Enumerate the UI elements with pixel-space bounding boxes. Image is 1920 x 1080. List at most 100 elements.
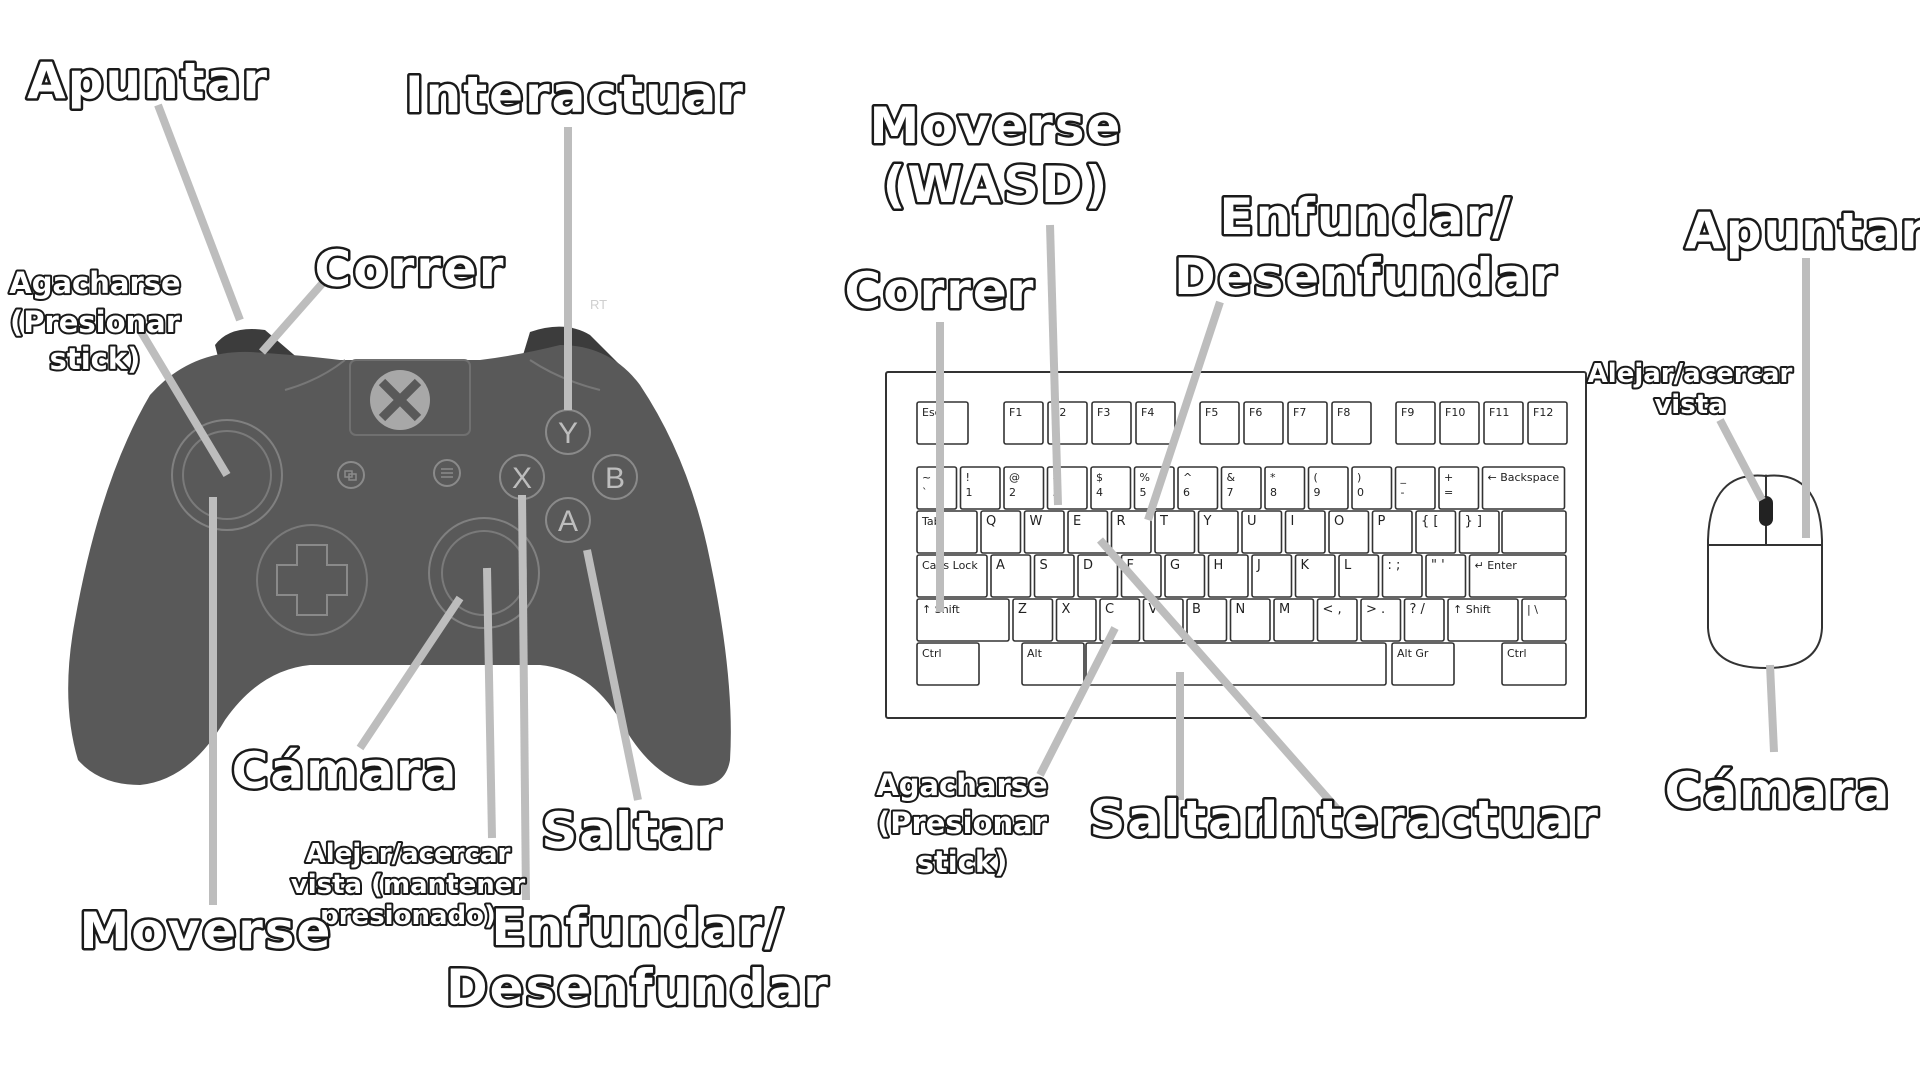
key-label: 1 <box>966 486 973 499</box>
mouse-labels: Apuntar Alejar/acercar vista Cámara <box>1586 200 1920 823</box>
key-label: Tab <box>921 515 941 528</box>
label-aim: Apuntar <box>27 52 269 110</box>
key-label: ` <box>922 486 928 499</box>
label-mouse-aim: Apuntar <box>1685 202 1920 260</box>
key: F12 <box>1527 401 1568 445</box>
key: (9 <box>1307 466 1349 510</box>
leader-camera <box>356 595 464 751</box>
key-label: 8 <box>1270 486 1277 499</box>
key: F7 <box>1287 401 1328 445</box>
key-label: F3 <box>1097 406 1110 419</box>
key-label: Caps Lock <box>922 559 978 572</box>
key: > . <box>1360 598 1402 642</box>
label-kb-holster-line1: Enfundar/ <box>1219 188 1512 246</box>
key-label: K <box>1301 558 1310 573</box>
key-label: : ; <box>1388 558 1401 573</box>
label-kb-run: Correr <box>845 262 1036 320</box>
keyboard: Esc F1 F2 F3 F4 F5 F6 F7 F8 F9 F10 F11 F12~`!1@2#3$4… <box>885 371 1587 719</box>
label-move: Moverse <box>80 902 333 960</box>
key: " ' <box>1425 554 1467 598</box>
key: D <box>1077 554 1119 598</box>
key-label: V <box>1149 602 1158 617</box>
key: !1 <box>959 466 1001 510</box>
key: F <box>1120 554 1162 598</box>
label-crouch-line1: Agacharse <box>9 266 180 300</box>
key-label: R <box>1117 514 1126 529</box>
key-label: | \ <box>1527 603 1538 616</box>
key-label: L <box>1344 558 1352 573</box>
key-label: P <box>1378 514 1386 529</box>
key: Ctrl <box>1501 642 1567 686</box>
keyboard-leaders <box>936 224 1342 813</box>
key-label: E <box>1073 514 1081 529</box>
key-label: 0 <box>1357 486 1364 499</box>
key: F1 <box>1003 401 1044 445</box>
key-label: F8 <box>1337 406 1350 419</box>
label-interact: Interactuar <box>405 66 745 124</box>
leader-kb-crouch <box>1036 626 1119 777</box>
key: B <box>1186 598 1228 642</box>
key-label: Z <box>1018 602 1027 617</box>
key-label: ! <box>966 471 970 484</box>
key: F8 <box>1331 401 1372 445</box>
key: G <box>1164 554 1206 598</box>
leader-run <box>258 274 332 355</box>
key-label: B <box>1192 602 1201 617</box>
key: V <box>1142 598 1184 642</box>
key-label: 5 <box>1140 486 1147 499</box>
key-label: { [ <box>1421 514 1438 529</box>
face-button-x-label: X <box>512 462 532 495</box>
key <box>1085 642 1387 686</box>
leader-kb-holster <box>1144 300 1224 522</box>
label-crouch-line2: (Presionar <box>10 305 181 339</box>
key-label: " ' <box>1431 558 1445 573</box>
key-label: Ctrl <box>922 647 942 660</box>
leader-kb-move <box>1046 224 1062 506</box>
label-kb-move-line1: Moverse <box>870 97 1123 155</box>
label-mouse-zoom-line1: Alejar/acercar <box>1588 359 1793 389</box>
key: H <box>1207 554 1249 598</box>
key-label: G <box>1170 558 1180 573</box>
key: ↑ Shift <box>1447 598 1519 642</box>
key-label: ^ <box>1183 471 1192 484</box>
key: U <box>1241 510 1283 554</box>
leader-kb-interact <box>1096 537 1342 813</box>
key: K <box>1294 554 1336 598</box>
menu-button <box>433 459 461 487</box>
face-button-b: B <box>592 454 638 500</box>
key-label: Ctrl <box>1507 647 1527 660</box>
label-kb-crouch-line1: Agacharse <box>876 768 1047 802</box>
label-kb-interact: Interactuar <box>1260 790 1600 848</box>
rt-hint: RT <box>590 297 607 312</box>
controller-body <box>68 345 731 786</box>
key: } ] <box>1458 510 1500 554</box>
key-label: } ] <box>1465 514 1482 529</box>
key-label: Alt Gr <box>1397 647 1429 660</box>
key-label: I <box>1291 514 1295 529</box>
key: | \ <box>1521 598 1567 642</box>
key-label: $ <box>1096 471 1103 484</box>
face-button-y-label: Y <box>558 417 578 450</box>
key: F4 <box>1135 401 1176 445</box>
key-label: 2 <box>1009 486 1016 499</box>
key-label: Q <box>986 514 996 529</box>
key-label: 7 <box>1227 486 1234 499</box>
key: Ctrl <box>916 642 980 686</box>
label-run: Correr <box>315 240 506 298</box>
key-label: ) <box>1357 471 1361 484</box>
controller-labels: Apuntar Interactuar Agacharse (Presionar… <box>7 50 830 1020</box>
key-label: F5 <box>1205 406 1218 419</box>
key: X <box>1055 598 1097 642</box>
key: L <box>1338 554 1380 598</box>
key: _- <box>1394 466 1436 510</box>
xbox-controller: Y X B A RT <box>68 297 731 786</box>
key-label: = <box>1444 486 1453 499</box>
mouse <box>1707 474 1823 670</box>
key-label: F1 <box>1009 406 1022 419</box>
label-kb-move-line2: (WASD) <box>883 156 1110 214</box>
key-label: + <box>1444 471 1453 484</box>
label-kb-holster-line2: Desenfundar <box>1174 248 1558 306</box>
leader-jump <box>583 549 642 801</box>
key-label: Y <box>1203 514 1212 529</box>
label-kb-crouch-line3: stick) <box>917 845 1008 879</box>
